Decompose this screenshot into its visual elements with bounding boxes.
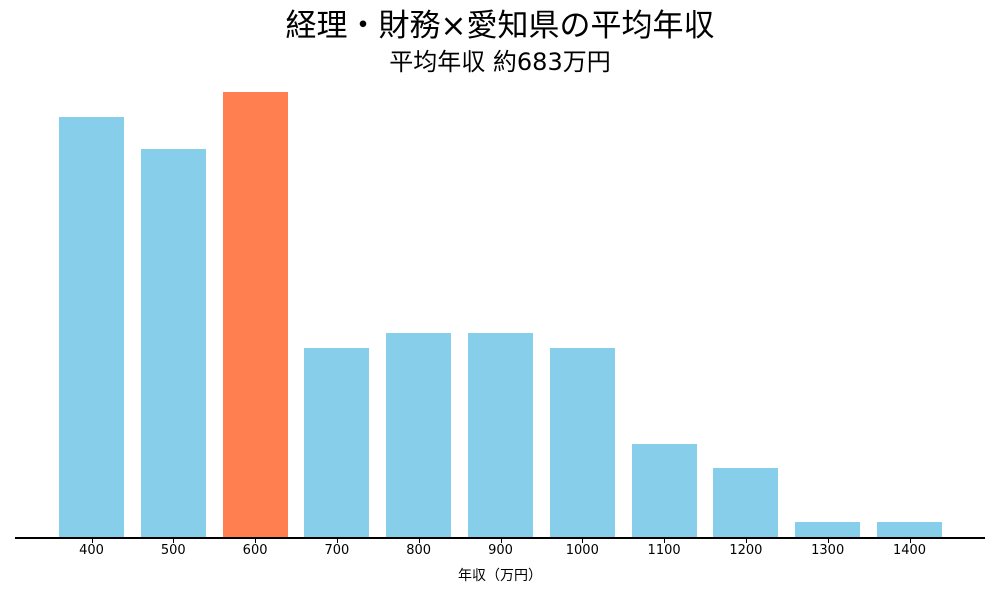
- bar-500: [140, 149, 206, 538]
- bar-1100: [631, 444, 697, 538]
- x-tick: [418, 538, 420, 543]
- x-tick-label: 1400: [892, 543, 927, 558]
- x-tick-label: 1000: [565, 543, 599, 558]
- bar-700: [304, 347, 370, 538]
- chart-subtitle: 平均年収 約683万円: [389, 48, 611, 76]
- x-tick: [500, 538, 502, 543]
- bar-400: [59, 117, 124, 538]
- bar-1000: [549, 347, 615, 538]
- chart-title: 経理・財務×愛知県の平均年収: [285, 8, 715, 44]
- x-axis-line: [15, 537, 985, 539]
- x-tick: [336, 538, 338, 543]
- x-tick-label: 1300: [811, 543, 845, 558]
- x-tick-label: 1100: [647, 543, 681, 558]
- x-tick-label: 600: [242, 543, 268, 558]
- x-axis-label: 年収（万円）: [458, 568, 542, 584]
- x-tick-label: 1200: [729, 543, 763, 558]
- plot-area: [15, 80, 985, 538]
- x-tick-label: 500: [160, 543, 186, 558]
- x-tick: [582, 538, 584, 543]
- bar-1400: [877, 522, 942, 538]
- x-tick-label: 900: [488, 543, 513, 558]
- x-tick: [255, 538, 257, 543]
- bar-1200: [713, 468, 779, 538]
- bar-800: [386, 333, 452, 538]
- x-tick: [173, 538, 175, 543]
- x-tick: [909, 538, 911, 543]
- bar-600: [222, 92, 288, 538]
- bar-900: [468, 333, 533, 538]
- x-tick-label: 700: [324, 543, 350, 558]
- x-tick: [827, 538, 829, 543]
- x-tick-label: 400: [79, 543, 104, 558]
- x-tick: [664, 538, 666, 543]
- x-tick: [91, 538, 93, 543]
- x-tick-label: 800: [406, 543, 432, 558]
- bar-1300: [795, 522, 861, 538]
- x-tick: [745, 538, 747, 543]
